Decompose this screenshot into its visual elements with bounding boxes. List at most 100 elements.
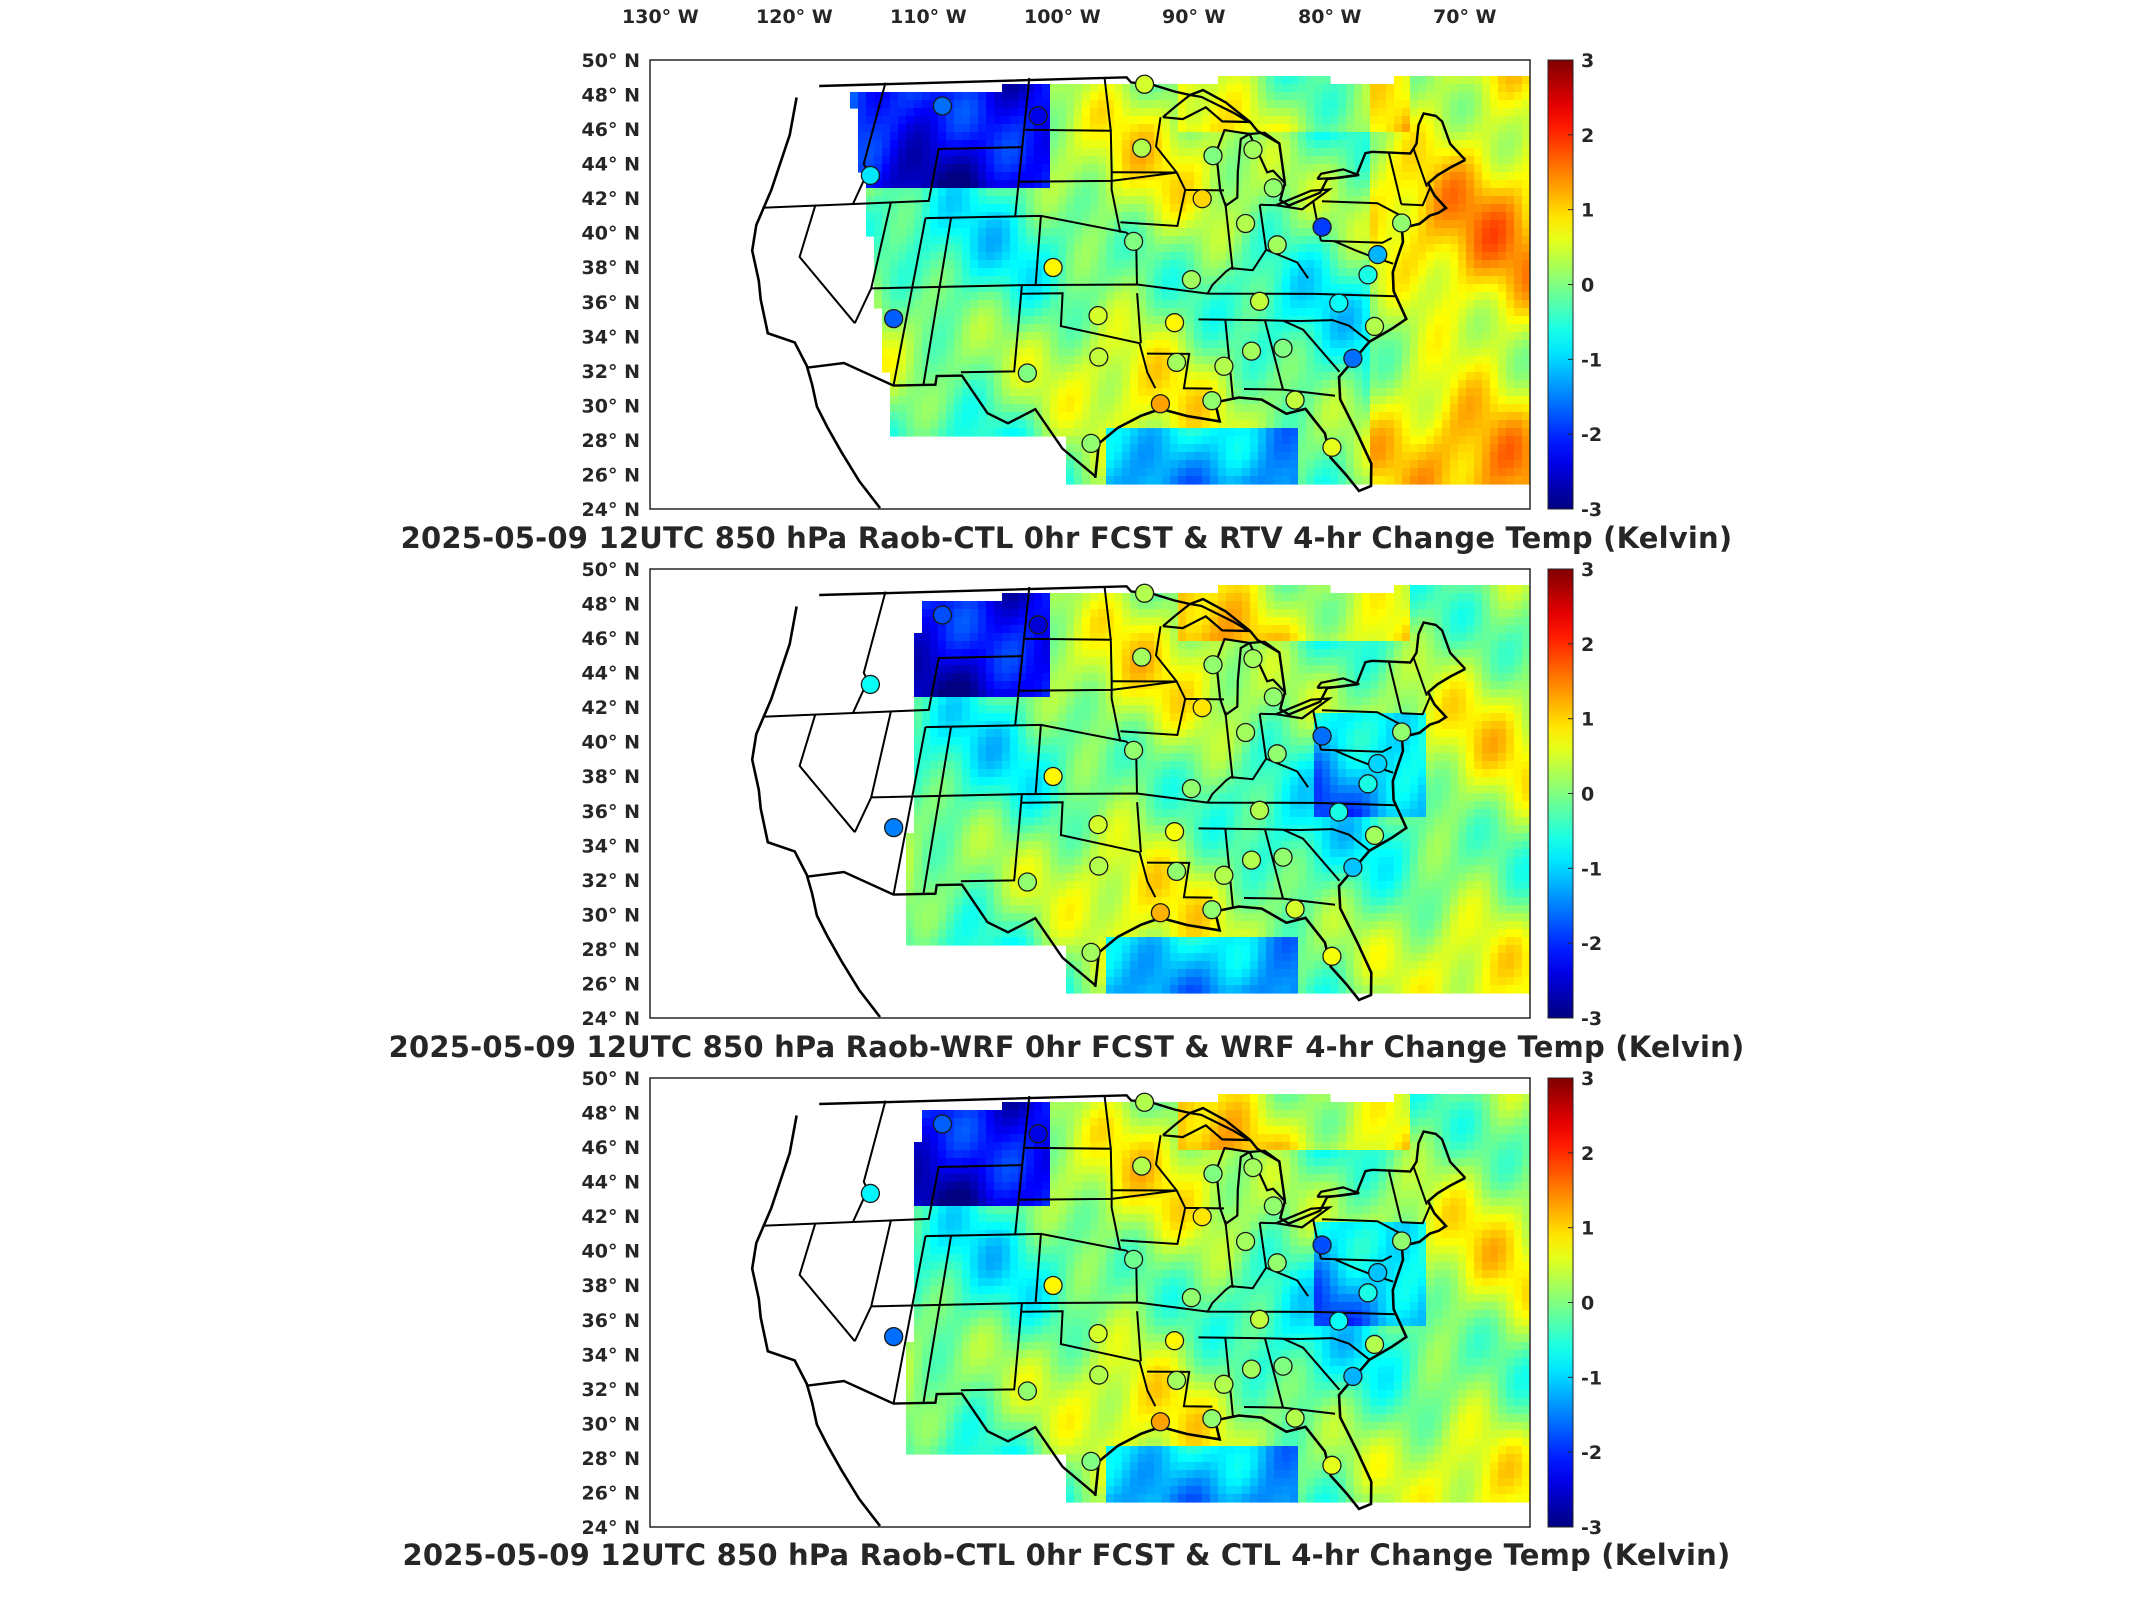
state-border bbox=[1138, 342, 1157, 389]
lon-label: 90° W bbox=[1162, 6, 1226, 28]
colorbar-tick-label: 2 bbox=[1581, 634, 1594, 656]
raob-station-marker bbox=[860, 1183, 881, 1204]
raob-station-marker bbox=[1132, 138, 1152, 158]
raob-station-marker bbox=[1273, 1356, 1293, 1376]
lat-label: 34° N bbox=[582, 835, 640, 857]
state-border bbox=[1146, 1370, 1213, 1408]
raob-station-marker bbox=[1089, 1365, 1109, 1385]
great-lake-outline bbox=[1248, 131, 1287, 187]
raob-station-marker bbox=[1243, 1157, 1263, 1178]
raob-station-marker bbox=[1358, 265, 1378, 285]
coastline bbox=[1093, 158, 1466, 493]
raob-station-marker bbox=[1164, 313, 1185, 333]
state-border bbox=[1154, 117, 1178, 174]
lat-label: 46° N bbox=[582, 628, 640, 650]
colorbar-tick-label: 2 bbox=[1581, 1143, 1594, 1165]
state-border bbox=[1282, 897, 1336, 906]
raob-station-marker bbox=[1364, 1334, 1385, 1355]
great-lake-outline bbox=[1275, 697, 1334, 720]
lat-label: 36° N bbox=[582, 292, 640, 314]
state-border bbox=[798, 713, 856, 833]
national-border bbox=[819, 76, 1467, 207]
colorbar-tick-label: -2 bbox=[1581, 933, 1602, 955]
state-border bbox=[798, 1222, 856, 1342]
state-border bbox=[1154, 1135, 1178, 1192]
raob-station-marker bbox=[1391, 1231, 1412, 1251]
raob-station-marker bbox=[1243, 139, 1263, 160]
map-frame bbox=[649, 1077, 1531, 1528]
state-border bbox=[1401, 695, 1432, 716]
raob-station-marker bbox=[1192, 698, 1212, 718]
raob-station-marker bbox=[1249, 1309, 1270, 1329]
colorbar-tick-label: -2 bbox=[1581, 424, 1602, 446]
raob-station-marker bbox=[1181, 270, 1202, 290]
colorbar-tick-label: -1 bbox=[1581, 1367, 1602, 1389]
raob-station-marker bbox=[1202, 900, 1222, 920]
state-border bbox=[1206, 757, 1309, 804]
lat-label: 28° N bbox=[582, 1448, 640, 1470]
state-border bbox=[1412, 148, 1428, 188]
raob-station-marker bbox=[1214, 1374, 1234, 1394]
state-border bbox=[1387, 152, 1403, 205]
lat-label: 24° N bbox=[582, 1517, 640, 1539]
raob-station-marker bbox=[1150, 1412, 1171, 1432]
state-border bbox=[1120, 698, 1187, 737]
great-lake-outline bbox=[1316, 677, 1360, 689]
raob-station-marker bbox=[1343, 857, 1363, 878]
lon-label: 80° W bbox=[1298, 6, 1362, 28]
raob-station-marker bbox=[1391, 722, 1412, 742]
great-lake-outline bbox=[1275, 188, 1334, 211]
raob-station-marker bbox=[1273, 847, 1293, 867]
state-border bbox=[1034, 215, 1042, 285]
raob-station-marker bbox=[1203, 655, 1223, 675]
state-border bbox=[871, 1301, 1395, 1316]
lat-label: 36° N bbox=[582, 1310, 640, 1332]
state-border bbox=[1282, 319, 1341, 373]
raob-station-marker bbox=[1263, 1196, 1284, 1216]
colorbar-tick-label: -3 bbox=[1581, 1517, 1602, 1539]
raob-station-marker bbox=[1263, 178, 1284, 198]
state-border bbox=[1258, 1222, 1268, 1268]
raob-station-marker bbox=[1181, 1288, 1202, 1308]
coastline bbox=[1093, 1176, 1466, 1511]
colorbar-tick-label: 2 bbox=[1581, 125, 1594, 147]
colorbar-tick-label: 0 bbox=[1581, 275, 1594, 297]
state-border bbox=[1321, 200, 1406, 219]
raob-station-marker bbox=[1166, 352, 1187, 373]
raob-station-marker bbox=[884, 308, 904, 329]
raob-station-marker bbox=[860, 165, 881, 186]
lat-label: 46° N bbox=[582, 1137, 640, 1159]
raob-station-marker bbox=[1043, 766, 1063, 787]
raob-station-marker bbox=[1358, 1283, 1378, 1303]
state-border bbox=[1320, 1255, 1393, 1262]
lat-label: 30° N bbox=[582, 904, 640, 926]
lon-label: 100° W bbox=[1024, 6, 1101, 28]
raob-station-marker bbox=[1241, 850, 1262, 870]
great-lake-outline bbox=[1248, 1149, 1287, 1205]
lat-label: 24° N bbox=[582, 1008, 640, 1030]
raob-station-marker bbox=[1249, 800, 1270, 820]
raob-station-marker bbox=[884, 1326, 904, 1347]
state-border bbox=[1282, 388, 1336, 397]
state-border bbox=[871, 792, 1395, 807]
raob-station-marker bbox=[1267, 1253, 1287, 1273]
raob-station-marker bbox=[1089, 347, 1109, 367]
national-border bbox=[819, 585, 1467, 716]
lat-label: 28° N bbox=[582, 939, 640, 961]
state-border bbox=[1154, 626, 1178, 683]
colorbar-tick-label: 3 bbox=[1581, 50, 1594, 72]
state-border bbox=[922, 217, 953, 386]
great-lake-outline bbox=[1316, 168, 1360, 180]
lat-label: 42° N bbox=[582, 697, 640, 719]
lon-label: 130° W bbox=[622, 6, 699, 28]
state-border bbox=[762, 146, 1023, 209]
raob-station-marker bbox=[1017, 1381, 1038, 1401]
map-frame bbox=[649, 568, 1531, 1019]
raob-station-marker bbox=[1391, 213, 1412, 233]
great-lake-outline bbox=[1162, 602, 1254, 633]
lat-label: 40° N bbox=[582, 732, 640, 754]
raob-stations bbox=[860, 1092, 1412, 1475]
raob-station-marker bbox=[1202, 391, 1222, 411]
state-border bbox=[1321, 709, 1406, 728]
